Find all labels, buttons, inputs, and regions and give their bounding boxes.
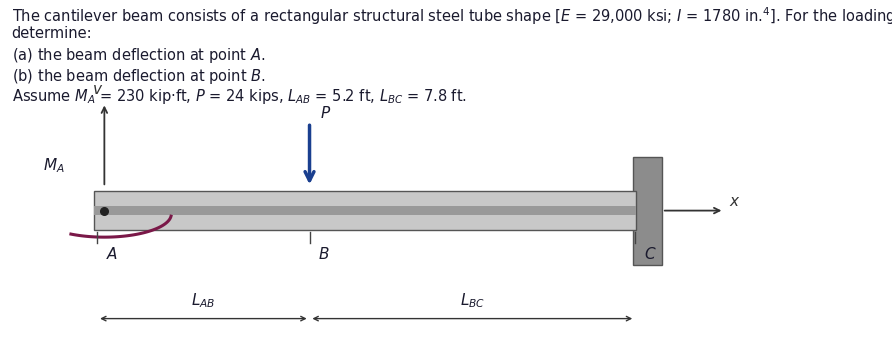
Text: $M_A$: $M_A$ [43, 156, 64, 175]
Text: $P$: $P$ [320, 105, 332, 121]
Text: $A$: $A$ [106, 246, 119, 262]
Text: $C$: $C$ [644, 246, 657, 262]
Text: (a) the beam deflection at point $A$.: (a) the beam deflection at point $A$. [12, 46, 265, 66]
Text: $L_{BC}$: $L_{BC}$ [459, 291, 485, 310]
Text: $L_{AB}$: $L_{AB}$ [191, 291, 216, 310]
Text: (b) the beam deflection at point $B$.: (b) the beam deflection at point $B$. [12, 67, 266, 86]
Bar [94, 191, 636, 230]
Text: $x$: $x$ [729, 194, 740, 209]
Text: $v$: $v$ [92, 82, 103, 97]
Text: The cantilever beam consists of a rectangular structural steel tube shape [$E$ =: The cantilever beam consists of a rectan… [12, 5, 892, 27]
Text: determine:: determine: [12, 26, 92, 41]
Text: $B$: $B$ [318, 246, 330, 262]
Bar [94, 206, 636, 215]
Text: Assume $M_A$ = 230 kip·ft, $P$ = 24 kips, $L_{AB}$ = 5.2 ft, $L_{BC}$ = 7.8 ft.: Assume $M_A$ = 230 kip·ft, $P$ = 24 kips… [12, 87, 467, 107]
Bar [633, 157, 662, 265]
